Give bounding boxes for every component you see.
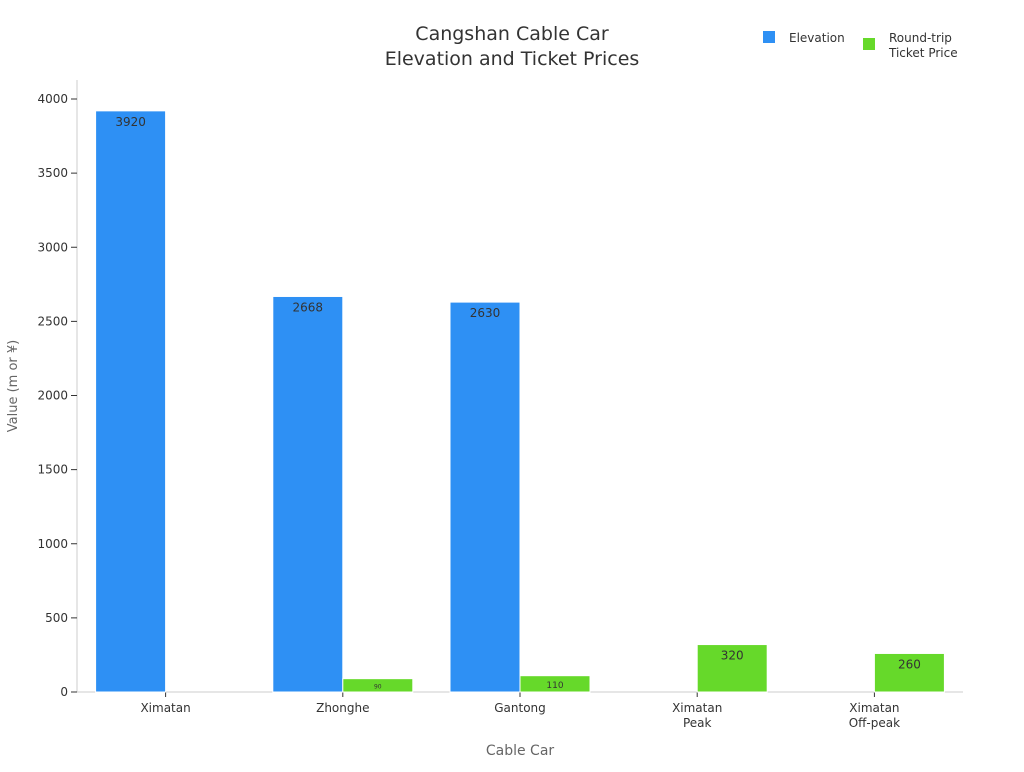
x-tick-label: Ximatan Peak <box>672 701 722 730</box>
y-tick-label: 1500 <box>37 463 68 477</box>
legend-swatch-ticket-price <box>863 38 875 50</box>
bar-ticket-price-1 <box>342 678 414 693</box>
chart-data-labels: 3920 2668 90 2630 110 320 260 <box>115 115 921 691</box>
data-label: 320 <box>721 649 744 663</box>
data-label: 90 <box>374 683 382 690</box>
y-tick-label: 3500 <box>37 166 68 180</box>
chart-legend: Elevation Round-trip Ticket Price <box>763 31 958 60</box>
x-tick-label-line: Zhonghe <box>316 701 369 715</box>
y-tick-label: 1000 <box>37 537 68 551</box>
y-tick-label: 3000 <box>37 240 68 254</box>
bar-ticket-price-2 <box>519 675 591 693</box>
legend-swatch-elevation <box>763 31 775 43</box>
data-label: 110 <box>546 681 563 691</box>
y-axis-title: Value (m or ¥) <box>6 340 21 432</box>
x-tick-label-line: Ximatan <box>849 701 899 715</box>
x-tick-label-line: Ximatan <box>140 701 190 715</box>
data-label: 2668 <box>293 300 324 314</box>
data-label: 3920 <box>115 115 146 129</box>
y-tick-label: 0 <box>60 685 68 699</box>
y-tick-label: 500 <box>45 611 68 625</box>
x-tick-label-line: Peak <box>683 716 712 730</box>
bar-ticket-price-3 <box>696 644 768 693</box>
chart-title-text-line: Elevation and Ticket Prices <box>385 48 640 70</box>
data-label: 2630 <box>470 306 501 320</box>
y-tick-label: 2000 <box>37 389 68 403</box>
chart-title-text-line: Cangshan Cable Car <box>415 23 609 45</box>
chart-bars <box>95 110 945 693</box>
bar-elevation-2 <box>449 301 521 693</box>
y-tick-label: 2500 <box>37 314 68 328</box>
x-tick-label-line: Gantong <box>494 701 546 715</box>
legend-label-ticket-price-line: Round-trip <box>889 31 952 45</box>
x-tick-label-line: Off-peak <box>849 716 900 730</box>
chart-axes: 0 500 1000 1500 2000 2500 3000 3500 4000 Value (m… <box>6 80 963 759</box>
legend-label-ticket-price-line: Ticket Price <box>888 46 958 60</box>
x-tick-label: Gantong <box>494 701 546 715</box>
legend-label-ticket-price: Round-trip Ticket Price <box>888 31 958 60</box>
bar-elevation-0 <box>95 110 167 693</box>
bar-elevation-1 <box>272 295 344 693</box>
x-tick-label: Zhonghe <box>316 701 369 715</box>
data-label: 260 <box>898 657 921 671</box>
y-tick-label: 4000 <box>37 92 68 106</box>
x-tick-label: Ximatan <box>140 701 190 715</box>
x-tick-label: Ximatan Off-peak <box>849 701 900 730</box>
legend-label-elevation: Elevation <box>789 31 845 45</box>
x-axis-title: Cable Car <box>486 743 555 759</box>
x-tick-label-line: Ximatan <box>672 701 722 715</box>
chart-title-text: Cangshan Cable Car Elevation and Ticket P… <box>385 23 640 70</box>
chart-title: Cangshan Cable Car Elevation and Ticket P… <box>385 23 640 70</box>
bar-ticket-price-4 <box>873 652 945 693</box>
